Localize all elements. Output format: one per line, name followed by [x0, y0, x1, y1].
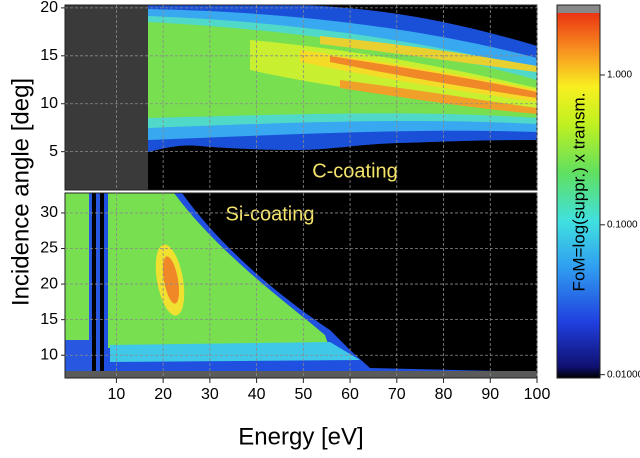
colorbar-tick-label: 0.1000: [607, 219, 638, 230]
y-tick-label: 30: [40, 204, 58, 221]
y-axis-label: Incidence angle [deg]: [7, 78, 34, 306]
y-tick-label: 10: [40, 346, 58, 363]
x-tick-label: 40: [248, 386, 266, 403]
annotation: Si-coating: [226, 203, 315, 225]
x-tick-label: 90: [481, 386, 499, 403]
x-axis-label: Energy [eV]: [238, 423, 363, 450]
y-tick-label: 10: [40, 95, 58, 112]
y-tick-label: 15: [40, 311, 58, 328]
y-tick-label: 20: [40, 0, 58, 16]
x-tick-label: 50: [294, 386, 312, 403]
x-tick-label: 20: [154, 386, 172, 403]
x-tick-label: 100: [524, 386, 551, 403]
y-tick-label: 5: [49, 143, 58, 160]
y-tick-label: 15: [40, 47, 58, 64]
colorbar-label: FoM=log(suppr.) x transm.: [569, 93, 588, 292]
colorbar: [557, 5, 600, 378]
x-tick-label: 80: [435, 386, 453, 403]
top-heatmap: [65, 5, 537, 190]
x-tick-label: 60: [341, 386, 359, 403]
x-tick-label: 70: [388, 386, 406, 403]
x-tick-label: 30: [201, 386, 219, 403]
x-tick-label: 10: [108, 386, 126, 403]
colorbar-tick-label: 1.000: [607, 70, 632, 81]
annotation: C-coating: [312, 160, 398, 182]
y-tick-label: 20: [40, 275, 58, 292]
colorbar-tick-label: 0.01000: [607, 369, 640, 380]
y-tick-label: 25: [40, 240, 58, 257]
colorbar-frame: [556, 4, 601, 379]
bottom-heatmap: [65, 193, 537, 378]
colorbar-cap: [557, 5, 600, 13]
